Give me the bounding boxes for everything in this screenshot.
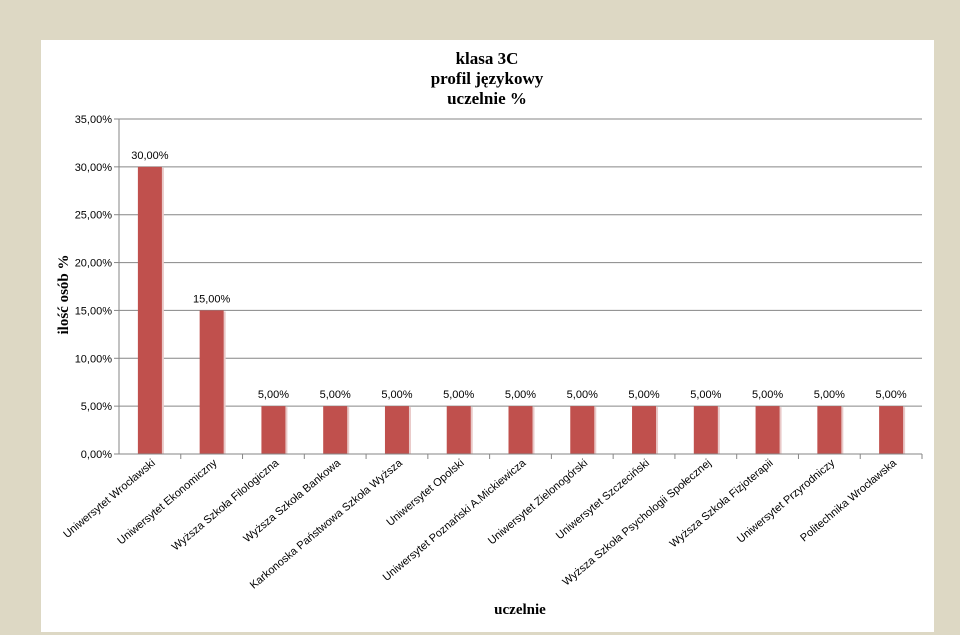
- data-label: 5,00%: [814, 389, 845, 401]
- data-label: 15,00%: [193, 293, 231, 305]
- chart-title-line-3: uczelnie %: [447, 89, 527, 108]
- data-label: 5,00%: [258, 389, 289, 401]
- y-tick-label: 25,00%: [75, 210, 113, 222]
- x-axis-title: uczelnie: [494, 602, 546, 618]
- chart-title: klasa 3C profil językowy uczelnie %: [431, 49, 544, 108]
- bar: [508, 406, 533, 454]
- data-label: 5,00%: [752, 389, 783, 401]
- bar: [261, 406, 286, 454]
- chart-title-line-2: profil językowy: [431, 69, 544, 88]
- category-label: Wyższa Szkoła Filologiczna: [170, 457, 282, 554]
- bar: [817, 406, 842, 454]
- y-tick-label: 20,00%: [75, 258, 113, 270]
- chart-area: klasa 3C profil językowy uczelnie % 0,00…: [41, 40, 934, 632]
- bar: [323, 406, 348, 454]
- category-label: Uniwersytet Zielonogórski: [486, 457, 590, 547]
- data-label: 30,00%: [131, 150, 169, 162]
- bars: [137, 166, 923, 459]
- bar: [570, 406, 595, 454]
- data-label: 5,00%: [690, 389, 721, 401]
- data-label: 5,00%: [443, 389, 474, 401]
- gridlines: [114, 118, 922, 455]
- bar: [384, 406, 409, 454]
- y-tick-label: 10,00%: [75, 353, 113, 365]
- bar: [879, 406, 904, 454]
- y-tick-label: 5,00%: [81, 401, 112, 413]
- bar: [632, 406, 657, 454]
- y-tick-label: 15,00%: [75, 305, 113, 317]
- chart-title-line-1: klasa 3C: [456, 49, 519, 68]
- data-label: 5,00%: [505, 389, 536, 401]
- y-axis-title: ilość osób %: [56, 254, 72, 334]
- data-label: 5,00%: [320, 389, 351, 401]
- bar-chart: klasa 3C profil językowy uczelnie % 0,00…: [56, 49, 923, 618]
- category-label: Uniwersytet Ekonomiczny: [115, 457, 220, 547]
- category-label: Wyższa Szkoła Bankowa: [241, 457, 343, 546]
- bar: [755, 406, 780, 454]
- bar: [446, 406, 471, 454]
- data-label: 5,00%: [876, 389, 907, 401]
- bar: [693, 406, 718, 454]
- data-label: 5,00%: [628, 389, 659, 401]
- category-label: Uniwersytet Przyrodniczy: [735, 457, 838, 546]
- bar: [137, 166, 162, 454]
- data-label: 5,00%: [381, 389, 412, 401]
- y-tick-label: 30,00%: [75, 162, 113, 174]
- data-labels: 30,00% 15,00% 5,00% 5,00% 5,00% 5,00% 5,00% 5,0…: [131, 150, 907, 401]
- y-tick-label: 0,00%: [81, 449, 112, 461]
- y-tick-labels: 0,00% 5,00% 10,00% 15,00% 20,00% 25,00% 30,00%…: [75, 114, 113, 461]
- bar: [199, 310, 224, 454]
- y-tick-label: 35,00%: [75, 114, 113, 126]
- data-label: 5,00%: [567, 389, 598, 401]
- category-label: Wyższa Szkoła Fizjoterapii: [668, 457, 776, 550]
